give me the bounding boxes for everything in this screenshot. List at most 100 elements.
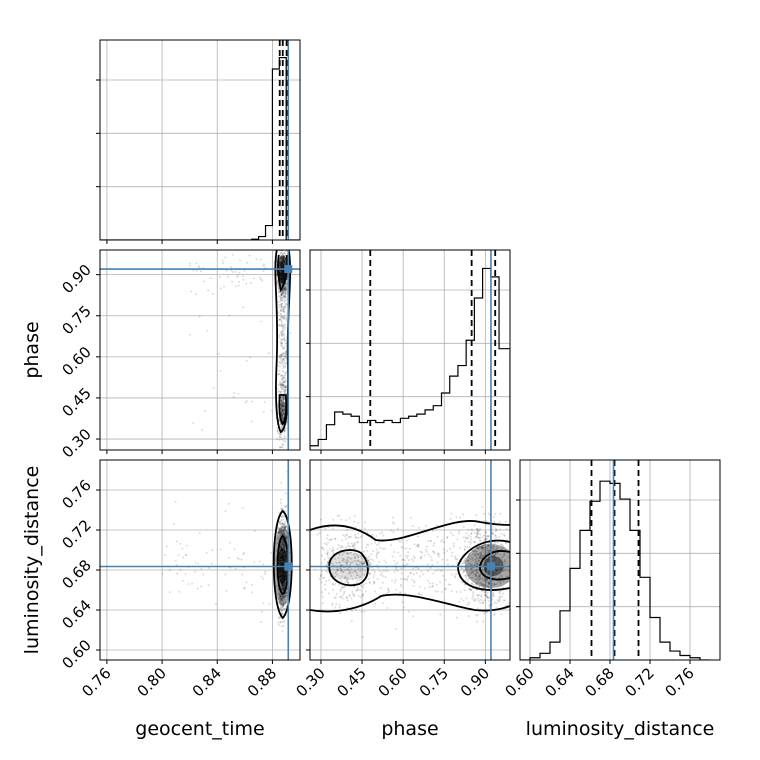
scatter-geocent-time-vs-phase-point bbox=[280, 337, 283, 340]
scatter-geocent-time-vs-luminosity-distance-point bbox=[282, 545, 285, 548]
scatter-geocent-time-vs-phase-point bbox=[284, 357, 287, 360]
scatter-geocent-time-vs-phase-point bbox=[281, 405, 284, 408]
scatter-geocent-time-vs-phase-point bbox=[280, 412, 283, 415]
scatter-phase-vs-luminosity-distance-point bbox=[492, 595, 495, 598]
scatter-phase-vs-luminosity-distance-point bbox=[365, 557, 368, 560]
scatter-phase-vs-luminosity-distance-point bbox=[470, 563, 473, 566]
scatter-geocent-time-vs-phase-point bbox=[281, 443, 284, 446]
scatter-phase-vs-luminosity-distance-point bbox=[478, 575, 481, 578]
scatter-phase-vs-luminosity-distance-point bbox=[458, 530, 461, 533]
scatter-phase-vs-luminosity-distance-point bbox=[314, 568, 317, 571]
scatter-phase-vs-luminosity-distance-point bbox=[425, 545, 428, 548]
scatter-phase-vs-luminosity-distance-point bbox=[488, 549, 491, 552]
scatter-phase-vs-luminosity-distance-point bbox=[323, 576, 326, 579]
scatter-geocent-time-vs-luminosity-distance-point bbox=[285, 535, 288, 538]
scatter-geocent-time-vs-luminosity-distance-point bbox=[282, 587, 285, 590]
scatter-phase-vs-luminosity-distance-point bbox=[361, 593, 364, 596]
scatter-geocent-time-vs-luminosity-distance-point bbox=[280, 593, 283, 596]
scatter-geocent-time-vs-phase-point bbox=[282, 404, 285, 407]
scatter-phase-vs-luminosity-distance-contour-0 bbox=[310, 520, 510, 542]
scatter-phase-vs-luminosity-distance-point bbox=[485, 585, 488, 588]
scatter-phase-vs-luminosity-distance-point bbox=[485, 558, 488, 561]
scatter-phase-vs-luminosity-distance-point bbox=[470, 571, 473, 574]
scatter-geocent-time-vs-luminosity-distance-point bbox=[280, 587, 283, 590]
scatter-phase-vs-luminosity-distance-point bbox=[497, 600, 500, 603]
scatter-geocent-time-vs-luminosity-distance-point bbox=[229, 541, 232, 544]
scatter-geocent-time-vs-luminosity-distance-point bbox=[282, 584, 285, 587]
scatter-geocent-time-vs-phase-point bbox=[282, 287, 285, 290]
hist-luminosity-distance-xtick-label-3: 0.72 bbox=[621, 664, 657, 700]
scatter-phase-vs-luminosity-distance-point bbox=[341, 597, 344, 600]
scatter-phase-vs-luminosity-distance-point bbox=[439, 540, 442, 543]
scatter-geocent-time-vs-luminosity-distance-point bbox=[283, 587, 286, 590]
scatter-phase-vs-luminosity-distance-point bbox=[487, 558, 490, 561]
scatter-geocent-time-vs-luminosity-distance-point bbox=[284, 525, 287, 528]
scatter-geocent-time-vs-luminosity-distance-point bbox=[277, 532, 280, 535]
scatter-geocent-time-vs-luminosity-distance-point bbox=[283, 520, 286, 523]
scatter-geocent-time-vs-phase-point bbox=[281, 341, 284, 344]
scatter-geocent-time-vs-phase-point bbox=[280, 382, 283, 385]
scatter-phase-vs-luminosity-distance-point bbox=[479, 533, 482, 536]
scatter-phase-vs-luminosity-distance-point bbox=[447, 583, 450, 586]
scatter-phase-vs-luminosity-distance-point bbox=[340, 545, 343, 548]
scatter-phase-vs-luminosity-distance-point bbox=[382, 534, 385, 537]
scatter-geocent-time-vs-luminosity-distance-point bbox=[282, 533, 285, 536]
scatter-geocent-time-vs-phase-point bbox=[283, 381, 286, 384]
scatter-geocent-time-vs-phase-point bbox=[285, 281, 288, 284]
scatter-geocent-time-vs-luminosity-distance-point bbox=[282, 584, 285, 587]
scatter-geocent-time-vs-phase-point bbox=[276, 282, 279, 285]
scatter-phase-vs-luminosity-distance-point bbox=[358, 576, 361, 579]
scatter-phase-vs-luminosity-distance-point bbox=[358, 561, 361, 564]
scatter-geocent-time-vs-luminosity-distance-point bbox=[279, 595, 282, 598]
scatter-geocent-time-vs-phase-point bbox=[285, 386, 288, 389]
scatter-phase-vs-luminosity-distance-point bbox=[378, 532, 381, 535]
scatter-phase-vs-luminosity-distance-point bbox=[464, 574, 467, 577]
scatter-phase-vs-luminosity-distance-point bbox=[492, 576, 495, 579]
scatter-geocent-time-vs-phase-point bbox=[284, 317, 287, 320]
scatter-phase-vs-luminosity-distance-point bbox=[482, 579, 485, 582]
scatter-geocent-time-vs-phase-frame bbox=[99, 249, 301, 451]
scatter-phase-vs-luminosity-distance-point bbox=[499, 553, 502, 556]
scatter-phase-vs-luminosity-distance-point bbox=[381, 571, 384, 574]
scatter-geocent-time-vs-phase-point bbox=[278, 433, 281, 436]
scatter-geocent-time-vs-luminosity-distance-point bbox=[282, 529, 285, 532]
scatter-phase-vs-luminosity-distance-point bbox=[479, 546, 482, 549]
scatter-phase-vs-luminosity-distance-point bbox=[483, 568, 486, 571]
scatter-phase-vs-luminosity-distance-point bbox=[503, 569, 506, 572]
scatter-geocent-time-vs-phase-point bbox=[284, 288, 287, 291]
scatter-geocent-time-vs-phase-point bbox=[277, 393, 280, 396]
scatter-geocent-time-vs-phase-point bbox=[283, 345, 286, 348]
scatter-geocent-time-vs-luminosity-distance-point bbox=[281, 539, 284, 542]
scatter-phase-vs-luminosity-distance-point bbox=[403, 559, 406, 562]
scatter-phase-vs-luminosity-distance-point bbox=[334, 596, 337, 599]
scatter-geocent-time-vs-phase-point bbox=[281, 417, 284, 420]
scatter-geocent-time-vs-phase-point bbox=[282, 358, 285, 361]
scatter-phase-vs-luminosity-distance-point bbox=[494, 535, 497, 538]
scatter-phase-vs-luminosity-distance-point bbox=[488, 605, 491, 608]
scatter-geocent-time-vs-luminosity-distance-point bbox=[281, 597, 284, 600]
scatter-geocent-time-vs-luminosity-distance-point bbox=[280, 530, 283, 533]
scatter-phase-vs-luminosity-distance-point bbox=[335, 593, 338, 596]
scatter-phase-vs-luminosity-distance-point bbox=[329, 538, 332, 541]
scatter-phase-vs-luminosity-distance-point bbox=[484, 552, 487, 555]
scatter-phase-vs-luminosity-distance-point bbox=[362, 562, 365, 565]
scatter-geocent-time-vs-luminosity-distance-contour-1 bbox=[276, 534, 289, 596]
scatter-phase-vs-luminosity-distance-point bbox=[337, 568, 340, 571]
scatter-phase-vs-luminosity-distance-point bbox=[342, 534, 345, 537]
scatter-geocent-time-vs-phase-point bbox=[283, 294, 286, 297]
scatter-geocent-time-vs-phase-point bbox=[281, 388, 284, 391]
scatter-phase-vs-luminosity-distance-point bbox=[345, 551, 348, 554]
scatter-phase-vs-luminosity-distance-point bbox=[475, 527, 478, 530]
scatter-geocent-time-vs-phase-point bbox=[281, 404, 284, 407]
scatter-geocent-time-vs-luminosity-distance-point bbox=[228, 502, 231, 505]
scatter-geocent-time-vs-luminosity-distance-point bbox=[284, 528, 287, 531]
scatter-geocent-time-vs-phase-ytick-label-0: 0.30 bbox=[58, 425, 94, 461]
scatter-phase-vs-luminosity-distance-point bbox=[420, 556, 423, 559]
scatter-geocent-time-vs-phase-point bbox=[284, 293, 287, 296]
scatter-phase-vs-luminosity-distance-point bbox=[402, 558, 405, 561]
scatter-phase-vs-luminosity-distance-point bbox=[475, 574, 478, 577]
scatter-phase-vs-luminosity-distance-point bbox=[477, 564, 480, 567]
scatter-geocent-time-vs-luminosity-distance-point bbox=[277, 623, 280, 626]
scatter-phase-vs-luminosity-distance-point bbox=[386, 606, 389, 609]
scatter-geocent-time-vs-phase-point bbox=[277, 417, 280, 420]
